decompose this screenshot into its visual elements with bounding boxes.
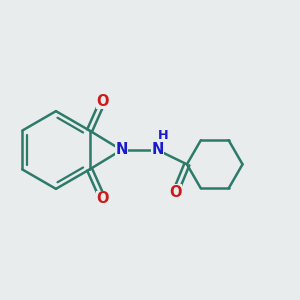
Text: N: N	[151, 142, 164, 158]
Text: O: O	[169, 184, 182, 200]
Text: N: N	[115, 142, 128, 158]
Text: H: H	[158, 129, 168, 142]
Text: O: O	[96, 94, 109, 109]
Text: O: O	[96, 191, 109, 206]
